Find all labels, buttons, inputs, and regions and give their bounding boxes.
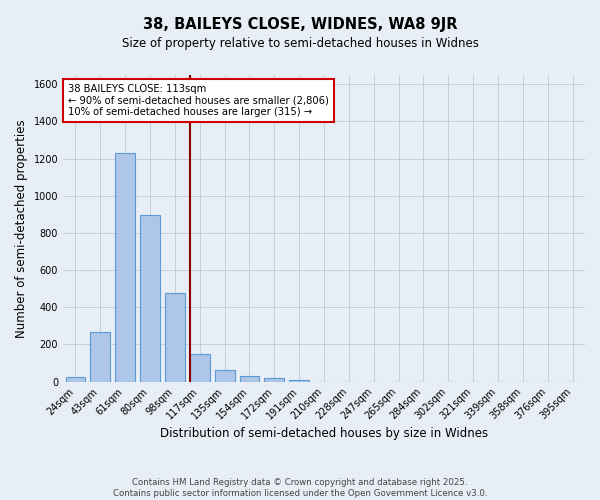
Bar <box>140 216 160 382</box>
Bar <box>215 370 235 382</box>
Text: Size of property relative to semi-detached houses in Widnes: Size of property relative to semi-detach… <box>122 38 478 51</box>
Text: 38 BAILEYS CLOSE: 113sqm
← 90% of semi-detached houses are smaller (2,806)
10% o: 38 BAILEYS CLOSE: 113sqm ← 90% of semi-d… <box>68 84 329 117</box>
Text: 38, BAILEYS CLOSE, WIDNES, WA8 9JR: 38, BAILEYS CLOSE, WIDNES, WA8 9JR <box>143 18 457 32</box>
Bar <box>289 380 309 382</box>
Text: Contains HM Land Registry data © Crown copyright and database right 2025.
Contai: Contains HM Land Registry data © Crown c… <box>113 478 487 498</box>
Bar <box>239 376 259 382</box>
Bar <box>190 354 209 382</box>
X-axis label: Distribution of semi-detached houses by size in Widnes: Distribution of semi-detached houses by … <box>160 427 488 440</box>
Y-axis label: Number of semi-detached properties: Number of semi-detached properties <box>15 119 28 338</box>
Bar <box>91 332 110 382</box>
Bar <box>265 378 284 382</box>
Bar <box>65 376 85 382</box>
Bar <box>165 294 185 382</box>
Bar <box>115 153 135 382</box>
